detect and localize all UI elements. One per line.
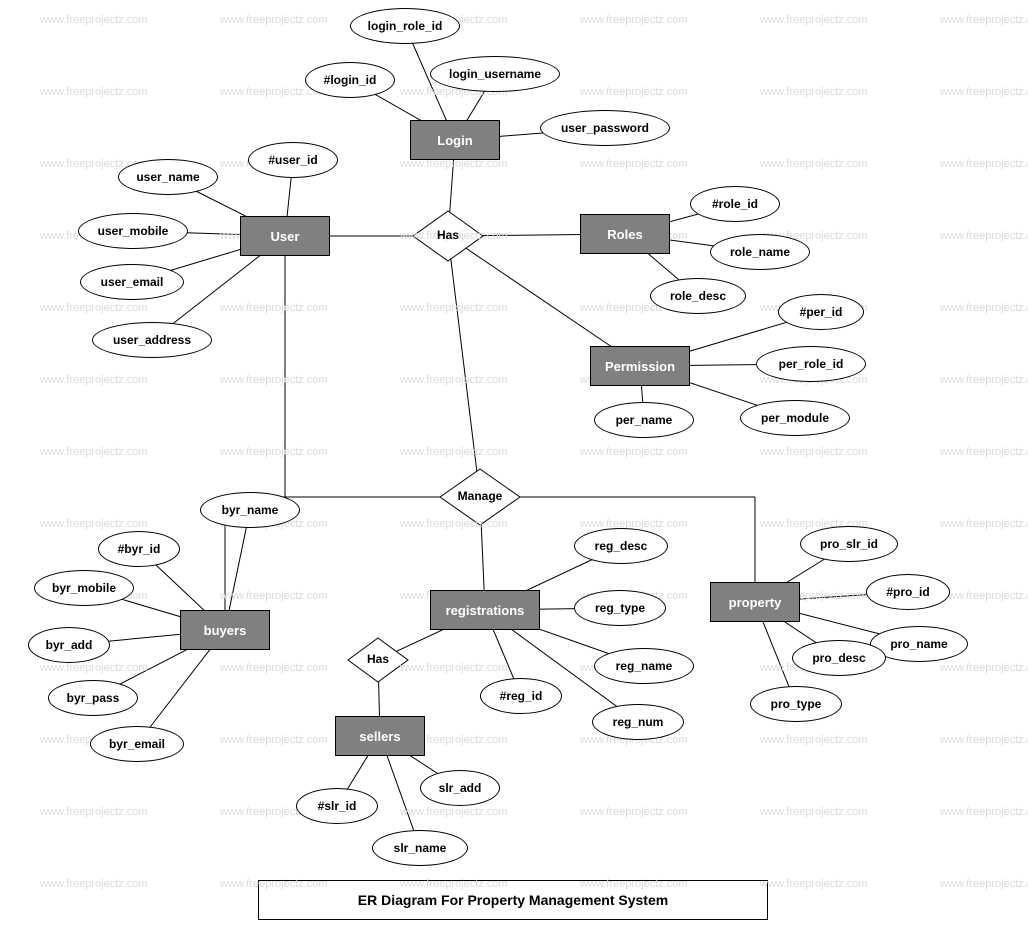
attribute-pro_id: #pro_id: [866, 574, 950, 610]
entity-sellers: sellers: [335, 716, 425, 756]
attribute-byr_id: #byr_id: [98, 531, 180, 567]
diagram-title: ER Diagram For Property Management Syste…: [258, 880, 768, 920]
attribute-byr_name: byr_name: [200, 492, 300, 528]
attribute-user_email: user_email: [80, 264, 184, 300]
attribute-role_desc: role_desc: [650, 278, 746, 314]
attribute-pro_desc: pro_desc: [792, 640, 886, 676]
attribute-byr_add: byr_add: [28, 627, 110, 663]
attribute-login_role_id: login_role_id: [350, 8, 460, 44]
attribute-pro_type: pro_type: [750, 686, 842, 722]
attribute-slr_add: slr_add: [420, 770, 500, 806]
attribute-slr_name: slr_name: [372, 830, 468, 866]
attribute-user_name: user_name: [118, 159, 218, 195]
entity-roles: Roles: [580, 214, 670, 254]
attribute-per_id: #per_id: [778, 294, 864, 330]
attribute-user_address: user_address: [92, 322, 212, 358]
er-canvas: [0, 0, 1028, 941]
entity-permission: Permission: [590, 346, 690, 386]
attribute-reg_id: #reg_id: [480, 678, 562, 714]
attribute-login_id: #login_id: [305, 62, 395, 98]
attribute-user_mobile: user_mobile: [78, 213, 188, 249]
attribute-slr_id: #slr_id: [296, 788, 378, 824]
entity-buyers: buyers: [180, 610, 270, 650]
entity-user: User: [240, 216, 330, 256]
entity-registrations: registrations: [430, 590, 540, 630]
attribute-reg_num: reg_num: [592, 704, 684, 740]
attribute-role_name: role_name: [710, 234, 810, 270]
attribute-byr_pass: byr_pass: [48, 680, 138, 716]
attribute-byr_email: byr_email: [90, 726, 184, 762]
entity-property: property: [710, 582, 800, 622]
attribute-pro_slr_id: pro_slr_id: [800, 526, 898, 562]
attribute-byr_mobile: byr_mobile: [34, 570, 134, 606]
attribute-reg_name: reg_name: [594, 648, 694, 684]
attribute-user_password: user_password: [540, 110, 670, 146]
attribute-per_role_id: per_role_id: [756, 346, 866, 382]
attribute-reg_desc: reg_desc: [574, 528, 668, 564]
attribute-per_module: per_module: [740, 400, 850, 436]
attribute-user_id: #user_id: [248, 142, 338, 178]
attribute-per_name: per_name: [594, 402, 694, 438]
attribute-reg_type: reg_type: [574, 590, 666, 626]
entity-login: Login: [410, 120, 500, 160]
attribute-login_username: login_username: [430, 56, 560, 92]
attribute-role_id: #role_id: [690, 186, 780, 222]
